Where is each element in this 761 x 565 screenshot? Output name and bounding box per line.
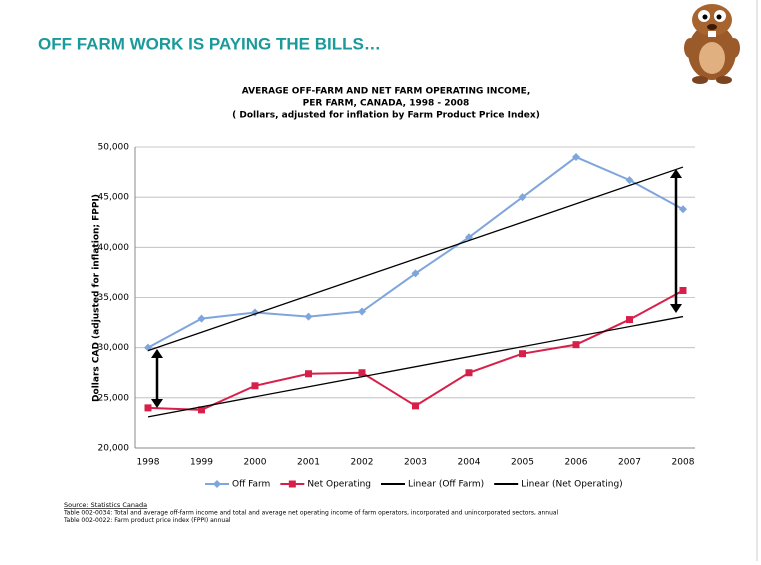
chart-title: ( Dollars, adjusted for inflation by Far… [232, 111, 540, 121]
y-tick-label: 50,000 [98, 143, 130, 153]
x-tick-label: 2002 [351, 458, 374, 468]
chart-title: PER FARM, CANADA, 1998 - 2008 [303, 99, 470, 109]
x-tick-label: 2003 [404, 458, 427, 468]
legend-label: Net Operating [307, 480, 371, 490]
arrow-head [670, 304, 682, 313]
point [625, 176, 634, 185]
point [572, 341, 580, 349]
point [679, 205, 687, 214]
legend-item: Net Operating [280, 480, 371, 490]
arrow-head [151, 349, 163, 358]
arrow-head [151, 399, 163, 408]
line [147, 155, 684, 349]
x-tick-label: 2006 [565, 458, 588, 468]
x-tick-label: 2004 [458, 458, 481, 468]
point [519, 350, 526, 358]
x-tick-label: 2005 [511, 458, 534, 468]
point [412, 402, 419, 410]
legend-item: Off Farm [205, 480, 270, 490]
x-tick-label: 1998 [137, 458, 160, 468]
y-tick-label: 40,000 [98, 243, 130, 253]
point [197, 314, 206, 323]
point [304, 312, 313, 321]
legend-marker [288, 480, 296, 488]
chart-title: AVERAGE OFF-FARM AND NET FARM OPERATING … [242, 87, 530, 97]
legend-label: Linear (Off Farm) [408, 480, 484, 490]
trend-line [147, 315, 684, 418]
point [626, 316, 633, 324]
x-tick-label: 2001 [297, 458, 320, 468]
legend-item: Linear (Net Operating) [494, 480, 623, 490]
point [465, 369, 473, 377]
line [147, 289, 684, 411]
point [305, 370, 312, 378]
point [518, 193, 527, 202]
point [198, 406, 205, 414]
x-tick-label: 2008 [672, 458, 695, 468]
point [679, 286, 687, 294]
source-line: Table 002-0022: Farm product price index… [63, 517, 231, 524]
beaver-icon [684, 4, 740, 84]
point [358, 307, 366, 316]
y-tick-label: 45,000 [98, 193, 130, 203]
slide-title: OFF FARM WORK IS PAYING THE BILLS… [38, 34, 381, 53]
point [358, 369, 366, 377]
legend-label: Off Farm [232, 480, 270, 490]
series [144, 286, 687, 414]
point [572, 153, 580, 162]
trend-line [147, 166, 684, 352]
y-tick-label: 25,000 [98, 393, 130, 403]
x-tick-label: 1999 [190, 458, 213, 468]
legend-marker [213, 480, 221, 488]
legend-item: Linear (Off Farm) [380, 480, 484, 490]
point [144, 404, 152, 412]
source-line: Table 002-0034: Total and average off-fa… [63, 510, 559, 517]
series [147, 166, 684, 352]
point [411, 269, 420, 278]
y-tick-label: 30,000 [98, 343, 130, 353]
series [147, 315, 684, 418]
source-label: Source: Statistics Canada [64, 501, 147, 509]
arrow-head [670, 169, 682, 178]
x-tick-label: 2007 [618, 458, 641, 468]
y-tick-label: 20,000 [98, 444, 130, 454]
series [144, 153, 687, 352]
x-tick-label: 2000 [244, 458, 267, 468]
y-tick-label: 35,000 [98, 293, 130, 303]
legend-label: Linear (Net Operating) [521, 480, 623, 490]
point [251, 382, 259, 390]
y-axis-label: Dollars CAD (adjusted for inflation; FPP… [92, 194, 102, 402]
